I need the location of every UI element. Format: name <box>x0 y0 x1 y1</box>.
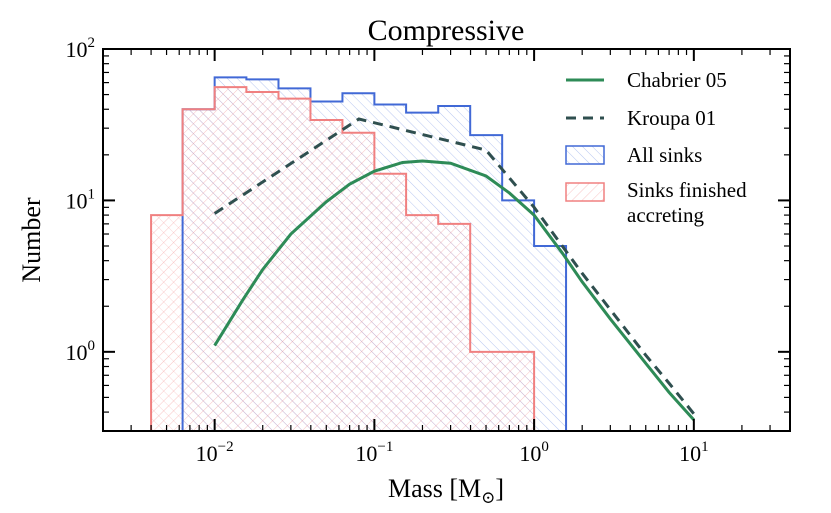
legend-all-sinks-label: All sinks <box>627 143 702 167</box>
x-tick-label: 100 <box>519 439 549 466</box>
x-axis-title: Mass [M⊙] <box>388 474 504 507</box>
legend-all-sinks-swatch <box>565 145 605 165</box>
kroupa-01-line <box>213 117 695 415</box>
chabrier-05-line <box>213 159 695 421</box>
legend-chabrier-label: Chabrier 05 <box>627 68 727 92</box>
legend: Chabrier 05 Kroupa 01 All sinks Sinks fi… <box>565 68 747 227</box>
x-axis-title-main: Mass [M <box>388 474 481 503</box>
x-axis-title-sub: ⊙ <box>481 488 495 507</box>
plot-frame <box>102 48 791 432</box>
legend-finished-label-2: accreting <box>627 203 704 227</box>
hist-finished-fill-cross <box>151 87 535 431</box>
plot-area <box>150 76 695 431</box>
y-tick-label: 100 <box>66 338 96 365</box>
hist-all-sinks-step <box>181 76 568 431</box>
x-tick-label: 10−1 <box>355 439 393 466</box>
x-tick-label: 101 <box>679 439 709 466</box>
axis-ticks <box>102 48 791 432</box>
chart-title: Compressive <box>368 14 525 47</box>
axis-tick-labels: 10−2 10−1 100 101 100 101 102 <box>66 35 709 466</box>
y-axis-title: Number <box>17 197 46 283</box>
y-tick-label: 102 <box>66 35 96 62</box>
legend-finished-label-1: Sinks finished <box>627 178 747 202</box>
x-axis-title-close: ] <box>495 474 504 503</box>
legend-kroupa-label: Kroupa 01 <box>627 106 716 130</box>
legend-finished-swatch <box>565 182 605 202</box>
x-tick-label: 10−2 <box>196 439 234 466</box>
hist-finished-step <box>150 86 536 431</box>
y-tick-label: 101 <box>66 186 96 213</box>
